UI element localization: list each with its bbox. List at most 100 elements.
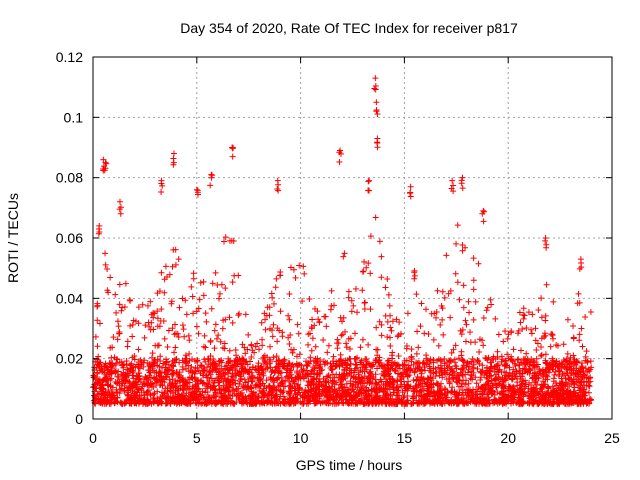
- data-point: [344, 391, 351, 398]
- data-point: [244, 346, 251, 353]
- data-point: [391, 399, 398, 406]
- data-point: [144, 302, 151, 309]
- data-point: [583, 400, 590, 407]
- data-point: [286, 316, 293, 323]
- data-point: [538, 295, 545, 302]
- data-point: [317, 356, 324, 363]
- data-point-peak: [366, 177, 373, 184]
- data-point: [183, 360, 190, 367]
- data-point: [372, 356, 379, 363]
- data-point: [329, 377, 336, 384]
- data-point: [442, 386, 449, 393]
- data-point: [455, 391, 462, 398]
- data-point: [116, 206, 123, 213]
- data-point: [521, 389, 528, 396]
- x-tick-label: 5: [193, 430, 201, 446]
- data-point: [242, 366, 249, 373]
- data-point: [337, 393, 344, 400]
- data-point: [261, 383, 268, 390]
- data-point: [431, 390, 438, 397]
- data-point: [185, 400, 192, 407]
- data-point: [266, 389, 273, 396]
- data-point: [155, 399, 162, 406]
- data-point: [208, 174, 215, 181]
- data-point: [229, 319, 236, 326]
- data-point: [352, 361, 359, 368]
- data-point: [309, 335, 316, 342]
- data-point: [455, 399, 462, 406]
- data-point: [234, 356, 241, 363]
- data-point: [361, 258, 368, 265]
- data-point: [98, 395, 105, 402]
- data-point: [200, 372, 207, 379]
- data-point: [210, 366, 217, 373]
- data-point: [222, 285, 229, 292]
- data-point: [394, 333, 401, 340]
- data-point: [291, 387, 298, 394]
- data-point: [193, 400, 200, 407]
- data-point: [376, 238, 383, 245]
- data-point: [434, 388, 441, 395]
- data-point: [333, 362, 340, 369]
- data-point: [151, 390, 158, 397]
- data-point: [556, 400, 563, 407]
- data-point: [307, 382, 314, 389]
- data-point: [456, 296, 463, 303]
- data-point: [579, 393, 586, 400]
- data-point: [384, 333, 391, 340]
- data-point: [374, 393, 381, 400]
- data-point: [172, 321, 179, 328]
- data-point: [272, 284, 279, 291]
- data-point: [316, 364, 323, 371]
- data-point: [209, 172, 216, 179]
- data-point: [260, 354, 267, 361]
- data-point: [319, 366, 326, 373]
- data-point: [458, 395, 465, 402]
- data-point: [379, 363, 386, 370]
- data-point: [150, 391, 157, 398]
- data-point: [351, 330, 358, 337]
- data-point: [451, 356, 458, 363]
- data-point: [333, 371, 340, 378]
- y-tick-label: 0: [75, 411, 83, 427]
- data-point: [357, 344, 364, 351]
- data-point: [496, 399, 503, 406]
- data-point: [413, 376, 420, 383]
- data-point: [285, 312, 292, 319]
- data-point: [202, 358, 209, 365]
- data-point: [544, 400, 551, 407]
- data-point: [408, 354, 415, 361]
- data-point: [517, 319, 524, 326]
- data-point: [224, 384, 231, 391]
- data-point: [232, 377, 239, 384]
- data-point: [320, 398, 327, 405]
- data-point: [403, 381, 410, 388]
- data-point: [158, 306, 165, 313]
- data-point: [511, 371, 518, 378]
- y-tick-label: 0.02: [56, 351, 83, 367]
- data-point: [147, 298, 154, 305]
- data-point: [548, 389, 555, 396]
- data-point: [120, 361, 127, 368]
- data-point: [154, 290, 161, 297]
- data-point: [107, 400, 114, 407]
- data-point: [134, 361, 141, 368]
- data-point: [535, 307, 542, 314]
- data-point: [207, 363, 214, 370]
- data-point: [150, 358, 157, 365]
- data-point: [270, 379, 277, 386]
- data-point: [566, 399, 573, 406]
- data-point: [346, 369, 353, 376]
- x-tick-labels: 0 5 10 15 20 25: [89, 430, 620, 446]
- data-point: [187, 392, 194, 399]
- data-point: [488, 301, 495, 308]
- data-point: [333, 362, 340, 369]
- data-point: [582, 313, 589, 320]
- data-point: [374, 110, 381, 117]
- data-point: [500, 338, 507, 345]
- data-point: [309, 316, 316, 323]
- data-point: [96, 320, 103, 327]
- data-point: [113, 360, 120, 367]
- data-point: [475, 383, 482, 390]
- data-point: [573, 359, 580, 366]
